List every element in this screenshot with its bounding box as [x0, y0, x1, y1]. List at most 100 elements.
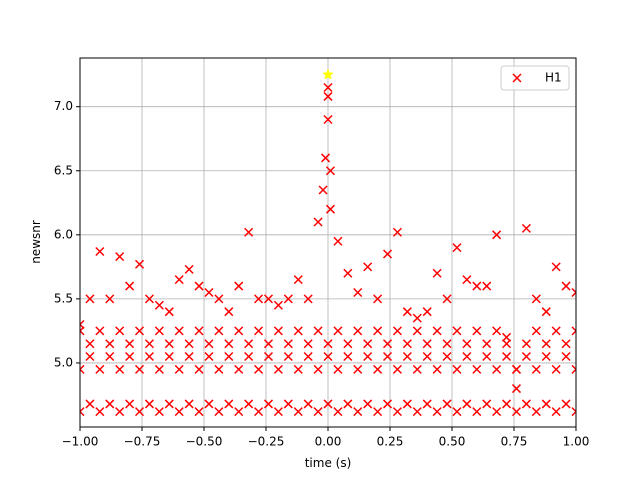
x-marker: [194, 364, 204, 374]
x-marker: [244, 399, 254, 409]
x-marker: [323, 82, 333, 92]
x-marker: [482, 281, 492, 291]
x-marker: [382, 249, 393, 259]
x-marker: [214, 294, 224, 304]
x-marker: [412, 313, 422, 323]
x-marker: [154, 407, 164, 417]
x-marker: [323, 91, 333, 101]
x-marker: [363, 339, 373, 349]
x-marker: [125, 281, 135, 291]
x-marker: [521, 352, 531, 362]
x-marker: [412, 326, 422, 336]
x-marker: [204, 399, 214, 409]
x-marker: [452, 326, 462, 336]
x-marker: [511, 364, 522, 374]
x-marker: [244, 352, 254, 362]
x-marker: [234, 364, 244, 374]
x-marker: [382, 339, 393, 349]
x-marker: [462, 275, 472, 285]
x-marker: [85, 352, 95, 362]
x-marker: [234, 281, 244, 291]
x-marker: [472, 364, 482, 374]
x-marker: [402, 399, 412, 409]
x-marker: [521, 223, 531, 233]
x-marker: [174, 326, 184, 336]
x-marker: [134, 259, 145, 269]
x-marker: [214, 364, 224, 374]
x-marker: [373, 364, 383, 374]
x-marker: [85, 294, 95, 304]
x-marker: [561, 399, 571, 409]
x-marker: [125, 339, 135, 349]
x-marker: [492, 230, 502, 240]
x-marker: [325, 166, 336, 176]
x-marker: [363, 262, 373, 272]
x-marker: [134, 407, 145, 417]
x-marker: [373, 407, 383, 417]
x-marker: [343, 352, 353, 362]
x-marker: [452, 243, 462, 253]
x-marker: [174, 275, 184, 285]
x-marker: [343, 339, 353, 349]
x-marker: [541, 399, 551, 409]
x-marker: [320, 153, 331, 163]
x-marker: [442, 352, 452, 362]
x-marker: [551, 364, 561, 374]
x-marker: [432, 268, 442, 278]
x-marker: [432, 407, 442, 417]
x-marker: [293, 275, 303, 285]
x-marker: [105, 294, 115, 304]
x-marker: [531, 364, 541, 374]
x-marker: [382, 352, 393, 362]
x-marker: [194, 407, 204, 417]
x-marker: [402, 352, 412, 362]
x-marker: [323, 339, 333, 349]
x-marker: [234, 407, 244, 417]
x-marker: [125, 399, 135, 409]
x-marker: [224, 399, 234, 409]
x-marker: [293, 364, 303, 374]
x-marker: [373, 294, 383, 304]
x-marker: [144, 352, 154, 362]
x-marker: [502, 399, 512, 409]
x-marker: [234, 326, 244, 336]
x-marker: [462, 352, 472, 362]
x-marker: [184, 264, 194, 274]
x-marker: [392, 227, 402, 237]
x-marker: [382, 399, 393, 409]
x-marker: [482, 399, 492, 409]
ticks: −1.00 −0.75 −0.50 −0.25 0.00 0.25 0.50 0.75 1.00…: [54, 99, 589, 448]
x-marker: [164, 399, 174, 409]
x-marker: [323, 352, 333, 362]
x-marker: [283, 352, 293, 362]
x-marker: [502, 339, 512, 349]
x-marker: [502, 352, 512, 362]
x-marker: [283, 399, 293, 409]
x-marker: [571, 364, 576, 374]
x-marker: [105, 352, 115, 362]
x-marker: [254, 294, 264, 304]
x-marker: [273, 364, 283, 374]
x-marker: [363, 352, 373, 362]
x-marker: [353, 407, 363, 417]
x-marker: [144, 339, 154, 349]
x-marker: [442, 399, 452, 409]
x-marker: [551, 326, 561, 336]
x-marker: [313, 407, 323, 417]
x-marker: [318, 185, 328, 195]
x-tick-label: −0.25: [248, 435, 285, 449]
x-marker: [283, 294, 293, 304]
x-marker: [492, 364, 502, 374]
x-marker: [115, 326, 125, 336]
x-marker: [224, 339, 234, 349]
x-marker: [452, 407, 462, 417]
x-marker: [115, 252, 125, 262]
x-marker: [561, 281, 571, 291]
x-marker: [204, 352, 214, 362]
x-marker: [105, 399, 115, 409]
x-marker: [254, 407, 264, 417]
x-marker: [551, 407, 561, 417]
y-tick-label: 7.0: [54, 99, 73, 113]
x-marker: [80, 319, 85, 330]
y-tick-label: 6.5: [54, 163, 73, 177]
